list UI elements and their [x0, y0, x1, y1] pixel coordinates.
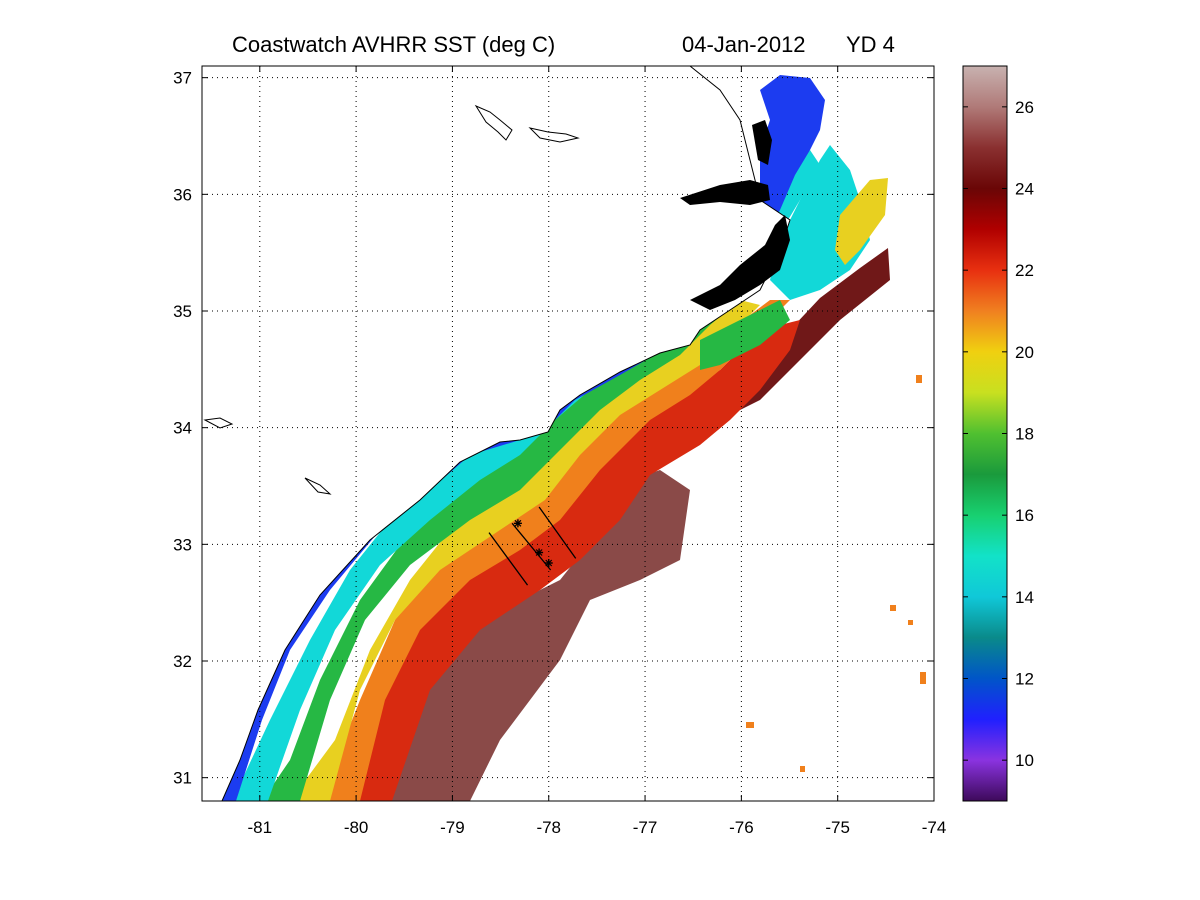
lon-tick-label: -78 — [536, 818, 561, 837]
station-marker — [544, 559, 553, 567]
lon-tick-label: -77 — [633, 818, 658, 837]
lon-axis: -81 -80 -79 -78 -77 -76 -75 -74 — [248, 66, 947, 837]
colorbar-tick-label: 20 — [1015, 343, 1034, 362]
lon-tick-label: -74 — [922, 818, 947, 837]
sst-pixel — [800, 766, 805, 772]
colorbar-tick-label: 22 — [1015, 261, 1034, 280]
transects — [488, 506, 577, 586]
colorbar — [962, 65, 1008, 802]
currituck-sound — [752, 120, 772, 165]
lat-tick-label: 32 — [173, 652, 192, 671]
lat-tick-label: 37 — [173, 69, 192, 88]
lat-tick-label: 31 — [173, 769, 192, 788]
albemarle-sound — [680, 180, 770, 205]
lon-tick-label: -76 — [729, 818, 754, 837]
title-yearday: YD 4 — [846, 32, 895, 57]
station-marker — [535, 548, 544, 557]
sst-north-cold — [760, 75, 825, 230]
inland-water — [203, 104, 580, 495]
stations — [513, 519, 553, 567]
lat-axis: 31 32 33 34 35 36 37 — [173, 69, 934, 788]
sst-shelf-green — [700, 300, 790, 370]
lat-tick-label: 35 — [173, 302, 192, 321]
transect-line — [511, 522, 552, 571]
sst-pixel — [890, 605, 896, 611]
map-frame — [201, 65, 935, 802]
sst-north-warm-filament — [835, 178, 888, 265]
colorbar-tick-label: 18 — [1015, 425, 1034, 444]
transect-line — [538, 506, 577, 559]
colorbar-tick-label: 12 — [1015, 670, 1034, 689]
pamlico-sound — [690, 215, 790, 310]
lon-tick-label: -75 — [825, 818, 850, 837]
sst-pixel — [908, 620, 913, 625]
land — [202, 66, 791, 801]
colorbar-tick-label: 16 — [1015, 506, 1034, 525]
lon-tick-label: -80 — [344, 818, 369, 837]
station-marker — [513, 519, 522, 528]
sst-pixel — [746, 722, 754, 728]
title-product: Coastwatch AVHRR SST (deg C) — [232, 32, 555, 57]
colorbar-ticks: 10 12 14 16 18 20 22 24 26 — [963, 98, 1034, 770]
title-date: 04-Jan-2012 — [682, 32, 806, 57]
colorbar-tick-label: 10 — [1015, 751, 1034, 770]
colorbar-tick-label: 14 — [1015, 588, 1034, 607]
colorbar-tick-label: 26 — [1015, 98, 1034, 117]
sst-band-orange — [320, 300, 790, 801]
lat-tick-label: 33 — [173, 535, 192, 554]
sst-pixel — [920, 672, 926, 684]
sst-pixel — [916, 375, 922, 383]
lon-tick-label: -81 — [248, 818, 273, 837]
lat-tick-label: 34 — [173, 419, 192, 438]
lon-tick-label: -79 — [440, 818, 465, 837]
sst-map — [202, 66, 934, 801]
lat-tick-label: 36 — [173, 185, 192, 204]
transect-line — [488, 532, 529, 586]
map-grid — [202, 66, 934, 801]
sst-band-red — [345, 320, 800, 801]
colorbar-tick-label: 24 — [1015, 180, 1034, 199]
sst-gulfstream — [352, 470, 690, 801]
